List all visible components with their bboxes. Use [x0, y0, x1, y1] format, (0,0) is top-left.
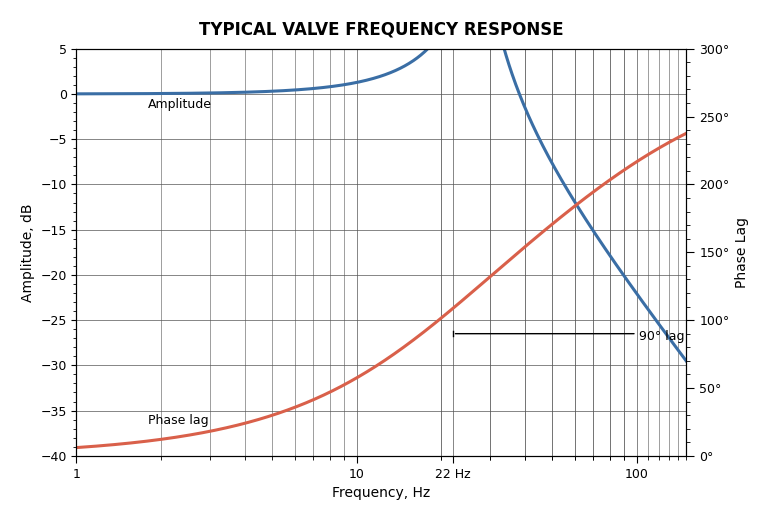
- Y-axis label: Amplitude, dB: Amplitude, dB: [21, 203, 35, 302]
- Y-axis label: Phase Lag: Phase Lag: [735, 217, 749, 288]
- Text: 90° lag: 90° lag: [639, 330, 685, 343]
- Text: Amplitude: Amplitude: [148, 97, 212, 110]
- Title: TYPICAL VALVE FREQUENCY RESPONSE: TYPICAL VALVE FREQUENCY RESPONSE: [199, 21, 564, 39]
- Text: Phase lag: Phase lag: [148, 414, 209, 427]
- X-axis label: Frequency, Hz: Frequency, Hz: [332, 486, 430, 500]
